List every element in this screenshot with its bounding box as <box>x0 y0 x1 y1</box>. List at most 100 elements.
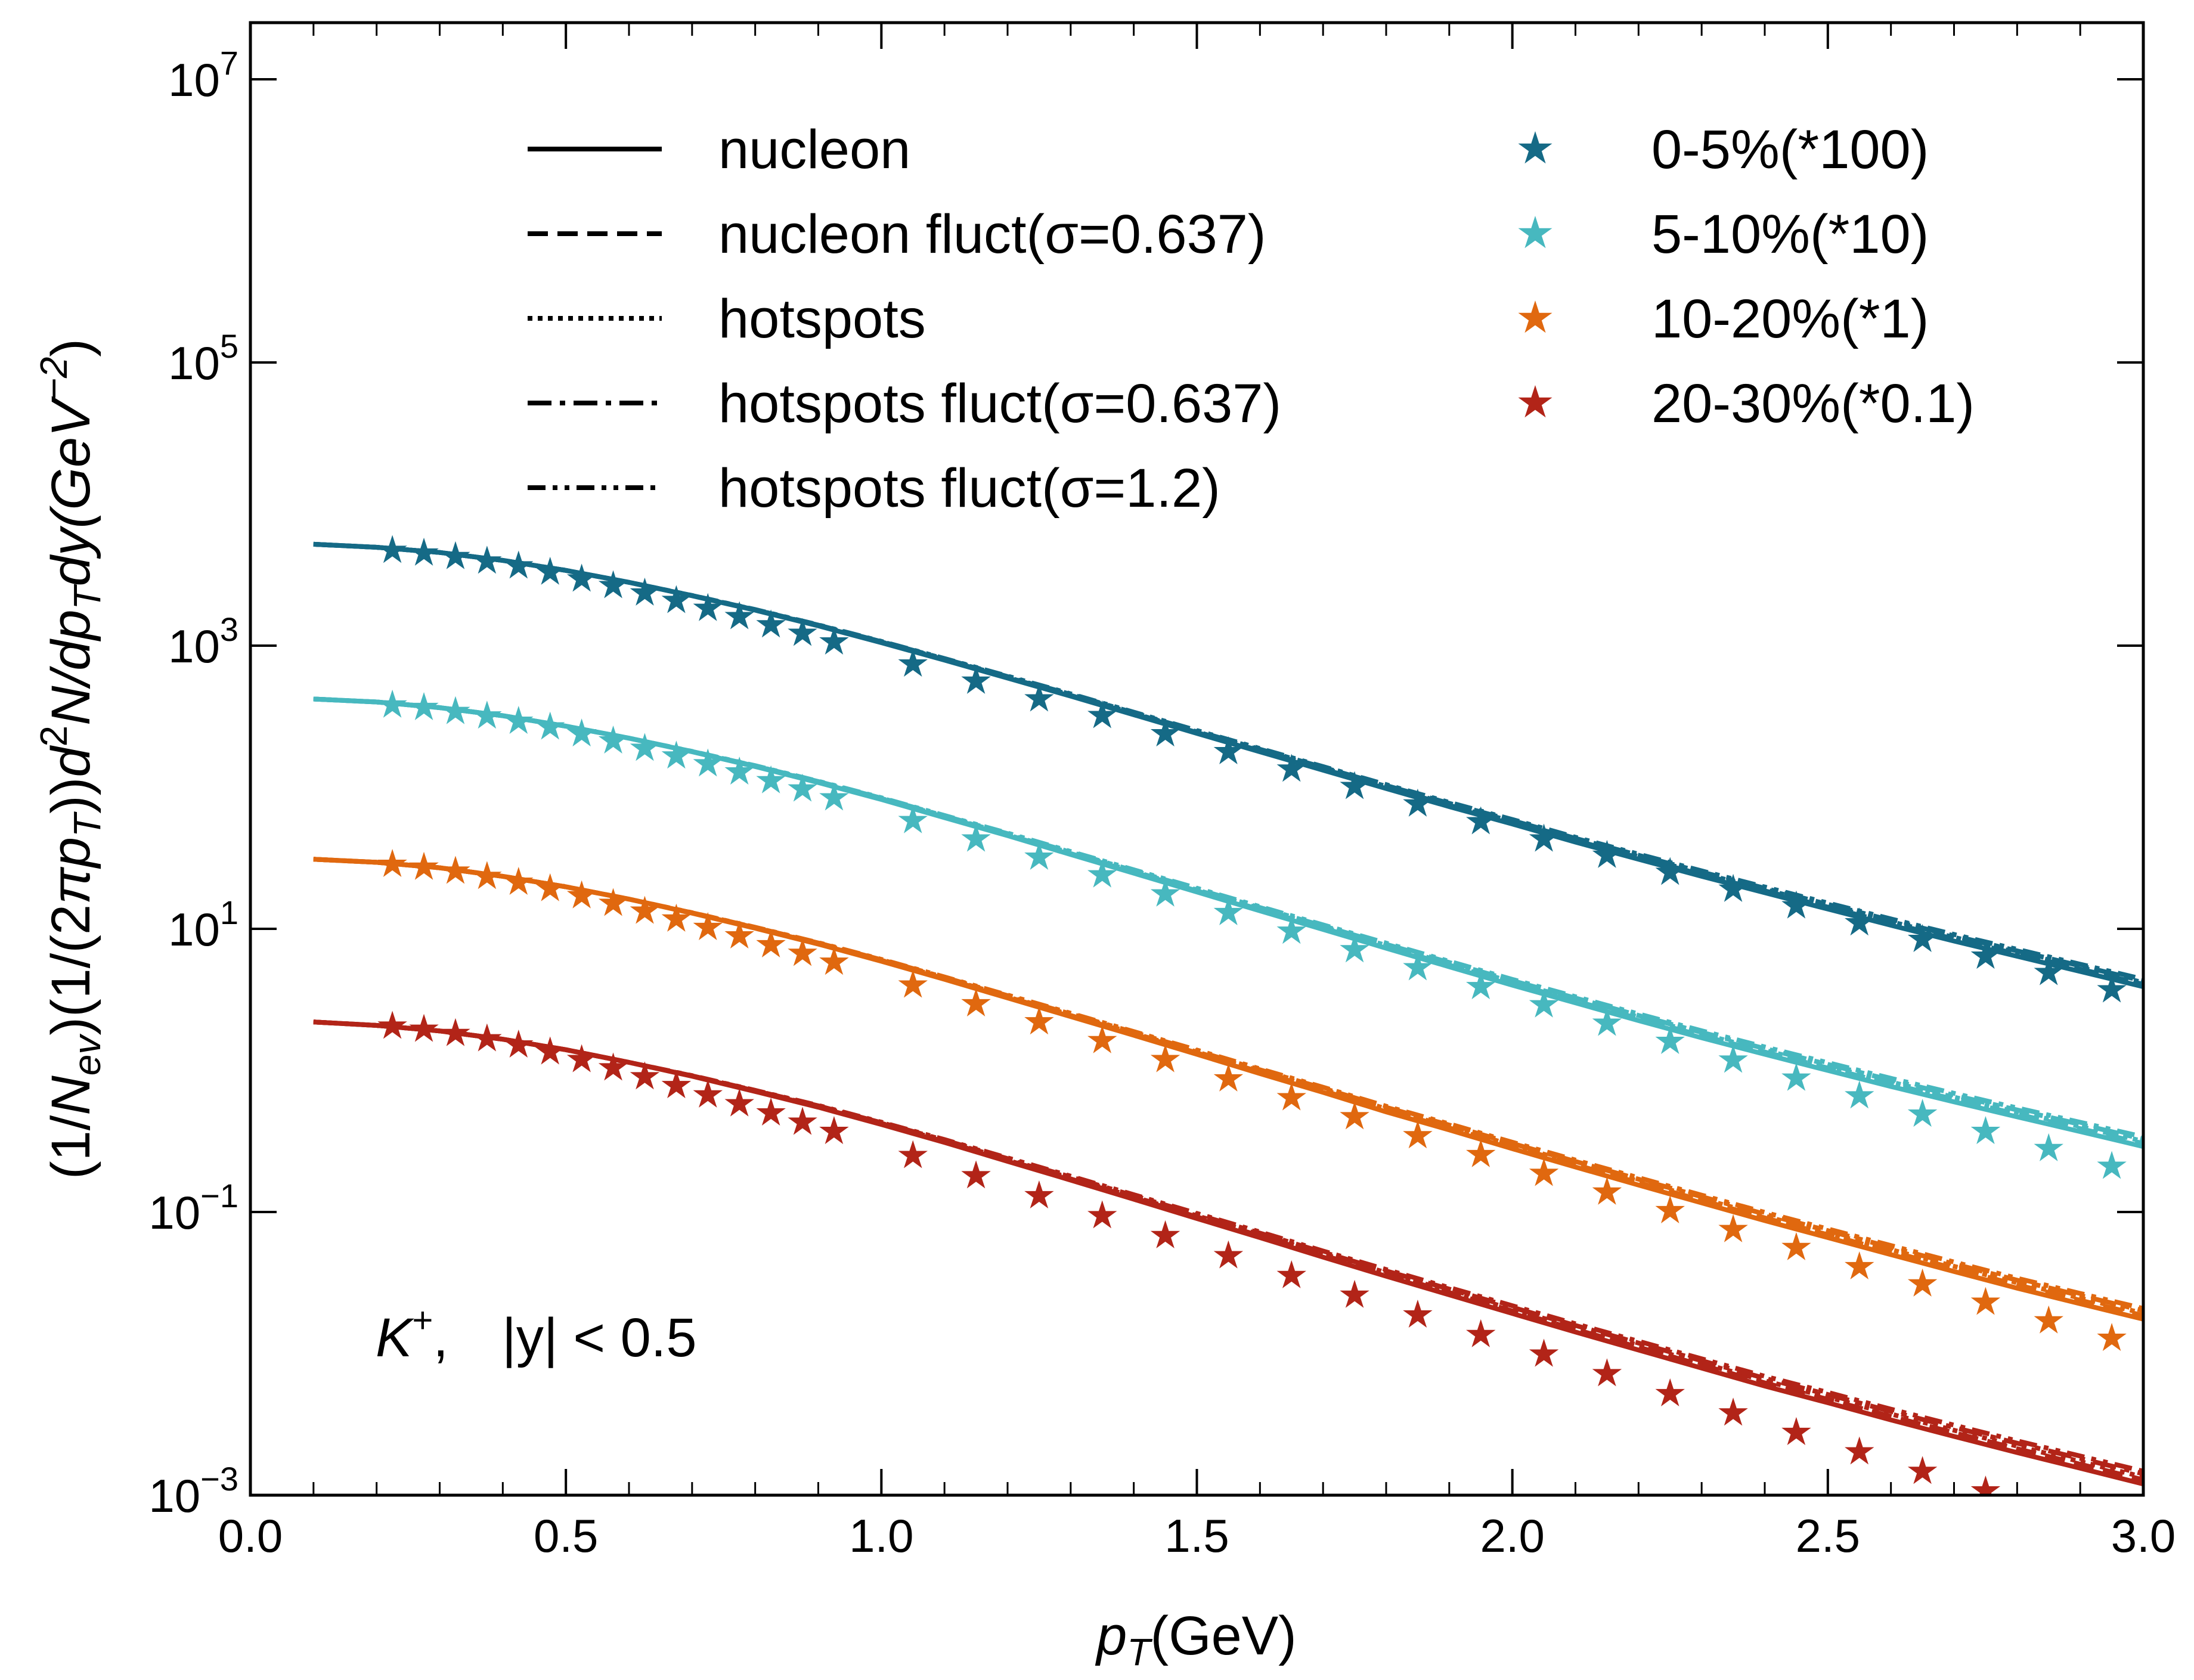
data-point <box>1970 1116 2001 1145</box>
data-point <box>1845 1080 1874 1109</box>
data-point <box>1087 1200 1117 1229</box>
data-point <box>1845 1251 1874 1279</box>
data-point <box>1781 1232 1811 1260</box>
data-point <box>1276 1260 1306 1288</box>
legend-line-label: nucleon <box>718 119 910 180</box>
x-tick-label: 2.5 <box>1796 1509 1860 1562</box>
legend-marker-star <box>1518 131 1552 164</box>
legend-line-label: hotspots fluct(σ=1.2) <box>718 458 1220 519</box>
data-point <box>1907 1456 1938 1484</box>
y-tick-label: 101 <box>168 894 238 956</box>
legend-line-label: hotspots <box>718 289 926 349</box>
data-point <box>1655 1195 1685 1223</box>
y-axis-label: (1/Nev)(1/(2πpT))d2N/dpTdy(GeV−2) <box>32 339 109 1179</box>
y-tick-label: 10−1 <box>148 1177 238 1239</box>
legend: nucleon nucleon fluct(σ=0.637) hotspots hot… <box>528 119 1975 519</box>
legend-line-label: hotspots fluct(σ=0.637) <box>718 373 1281 434</box>
data-point <box>1529 1338 1559 1367</box>
data-point <box>961 1160 991 1189</box>
y-tick-label: 105 <box>168 327 238 389</box>
legend-marker-star <box>1518 216 1552 249</box>
legend-marker-star <box>1518 300 1552 333</box>
data-point <box>1466 1319 1496 1347</box>
y-tick-label: 107 <box>168 44 238 106</box>
x-axis-label-p: p <box>1095 1605 1127 1666</box>
data-point <box>1718 1214 1748 1242</box>
data-point <box>1781 1416 1811 1445</box>
legend-line-label: nucleon fluct(σ=0.637) <box>718 204 1266 265</box>
y-label-part-n: −2 <box>32 357 75 401</box>
legend-centrality-markers: 0-5%(*100) 5-10%(*10) 10-20%(*1) 20-30%(*0.… <box>1518 119 1975 434</box>
data-point <box>1907 1268 1938 1297</box>
data-point <box>819 1116 849 1145</box>
model-line <box>313 1019 2143 1474</box>
annotation-charge: + <box>412 1300 433 1340</box>
x-axis-label-unit: (GeV) <box>1150 1605 1296 1666</box>
y-label-part-h: d <box>41 745 101 777</box>
x-tick-label: 0.5 <box>534 1509 598 1562</box>
data-point <box>1592 1358 1622 1387</box>
data-point <box>1150 1220 1180 1248</box>
data-point <box>598 570 628 599</box>
x-tick-label: 0.0 <box>218 1509 283 1562</box>
legend-marker-star <box>1518 385 1552 418</box>
y-label-part-k: T <box>66 584 109 610</box>
data-point <box>788 1106 817 1135</box>
legend-line-styles: nucleon nucleon fluct(σ=0.637) hotspots hot… <box>528 119 1281 519</box>
legend-marker-label: 20-30%(*0.1) <box>1651 373 1975 434</box>
plot-frame <box>249 21 2145 1497</box>
data-point <box>1845 1436 1874 1465</box>
annotation: K+, |y| < 0.5 <box>376 1300 697 1368</box>
annotation-rapidity-cut: |y| < 0.5 <box>502 1307 697 1368</box>
data-point <box>2034 1133 2063 1161</box>
y-label-part-c: ev <box>66 1033 109 1076</box>
data-point <box>1907 1099 1938 1127</box>
data-point <box>1213 897 1244 925</box>
data-point <box>2034 1305 2063 1334</box>
data-markers <box>377 535 2127 1523</box>
y-label-part-f: T <box>66 811 109 837</box>
y-label-part-g: )) <box>41 777 101 814</box>
data-point <box>2097 1323 2127 1352</box>
y-label-part-i: 2 <box>32 726 75 747</box>
data-point <box>1403 1299 1433 1328</box>
model-line <box>313 857 2143 1311</box>
x-tick-label: 1.5 <box>1164 1509 1229 1562</box>
y-label-part-d: )(1/(2 <box>41 904 101 1036</box>
y-tick-label: 103 <box>168 610 238 672</box>
y-tick-label: 10−3 <box>148 1460 238 1522</box>
data-point <box>898 1140 928 1168</box>
data-point <box>724 1088 754 1117</box>
data-point <box>1970 1476 2001 1495</box>
y-label-part-j: N/dp <box>41 610 101 726</box>
legend-marker-label: 5-10%(*10) <box>1651 204 1929 265</box>
data-point <box>566 880 597 909</box>
annotation-comma: , <box>433 1307 448 1368</box>
y-label-part-o: ) <box>41 339 101 357</box>
data-point <box>756 1097 786 1126</box>
x-tick-label: 1.0 <box>849 1509 913 1562</box>
y-label-part-b: N <box>41 1075 101 1115</box>
data-point <box>1655 1378 1685 1406</box>
legend-marker-label: 0-5%(*100) <box>1651 119 1929 180</box>
x-tick-label: 3.0 <box>2111 1509 2176 1562</box>
tick-labels: 0.0 0.5 1.0 1.5 2.0 2.5 3.0 107 105 103 101 10−1 10−… <box>148 44 2176 1562</box>
data-point <box>2097 1151 2127 1179</box>
x-axis-label: pT(GeV) <box>1095 1605 1297 1673</box>
legend-marker-label: 10-20%(*1) <box>1651 289 1929 349</box>
annotation-particle: K <box>376 1307 414 1368</box>
y-label-part-m: (GeV <box>41 396 101 528</box>
data-point <box>1213 1240 1244 1269</box>
data-point <box>1340 1279 1369 1308</box>
y-label-part-l: dy <box>41 525 101 586</box>
x-tick-label: 2.0 <box>1480 1509 1544 1562</box>
x-axis-label-sub: T <box>1127 1631 1152 1673</box>
data-point <box>1024 1180 1054 1208</box>
data-point <box>1970 1287 2001 1315</box>
y-label-part-e: πp <box>41 837 101 904</box>
data-point <box>1718 1397 1748 1426</box>
plot-area <box>313 535 2143 1523</box>
data-point <box>2034 1495 2063 1523</box>
y-label-part-a: (1/ <box>41 1115 101 1179</box>
